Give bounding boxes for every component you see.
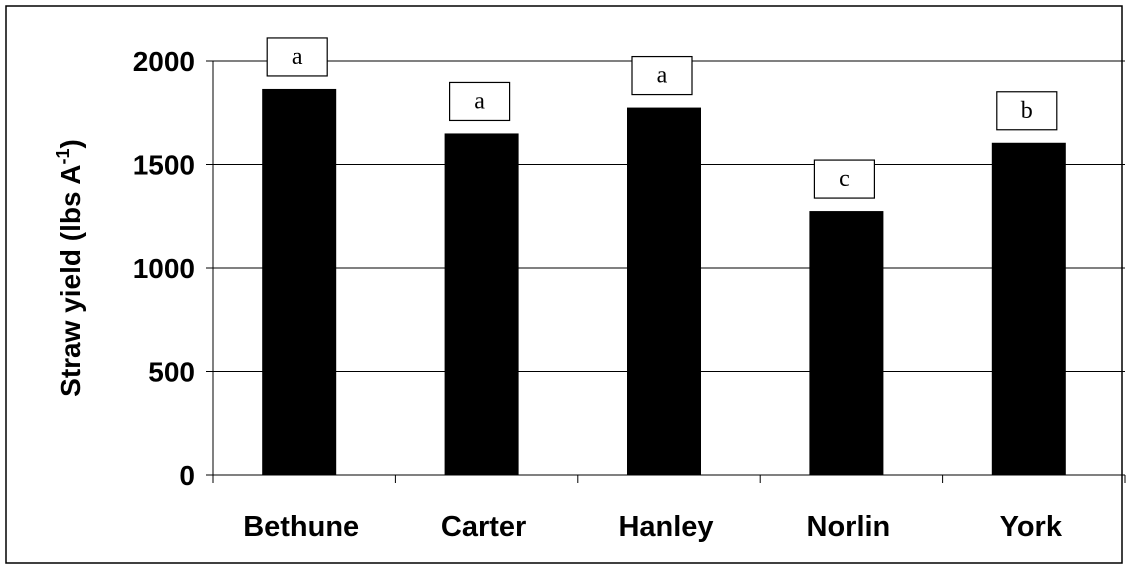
y-axis-title-superscript: -1 [53,148,73,164]
bar-bethune [262,88,337,475]
labels: 0 500 1000 1500 2000 Bethune a Carter a Hanley a No… [133,37,1063,543]
y-tick-label: 0 [179,460,195,491]
significance-letter: a [657,63,668,89]
x-tick-label: Bethune [243,511,359,543]
y-tick-label: 1000 [133,253,195,284]
significance-letter: c [839,166,850,192]
significance-box [266,37,328,77]
bars [262,88,1066,475]
significance-letter: a [292,44,303,70]
y-tick-label: 2000 [133,46,195,77]
bar-carter [444,133,519,475]
y-tick-label: 1500 [133,150,195,181]
x-tick-label: Carter [441,511,526,543]
significance-box [813,159,876,199]
chart-frame [5,5,1123,564]
x-tick-label: Hanley [618,511,713,543]
bar-norlin [809,211,884,475]
significance-box [996,91,1058,131]
axes [206,60,1126,483]
significance-box [449,81,511,122]
x-tick-label: Norlin [807,511,891,543]
y-tick-label: 500 [148,357,195,388]
y-axis-title: Straw yield (lbs A-1) [53,139,86,397]
significance-box [631,55,693,96]
significance-letter: b [1021,98,1033,124]
bar-hanley [627,107,701,475]
x-tick-label: York [1000,511,1063,543]
y-axis-title-suffix: ) [55,139,86,148]
significance-letter: a [474,88,485,114]
bar-york [991,142,1066,475]
